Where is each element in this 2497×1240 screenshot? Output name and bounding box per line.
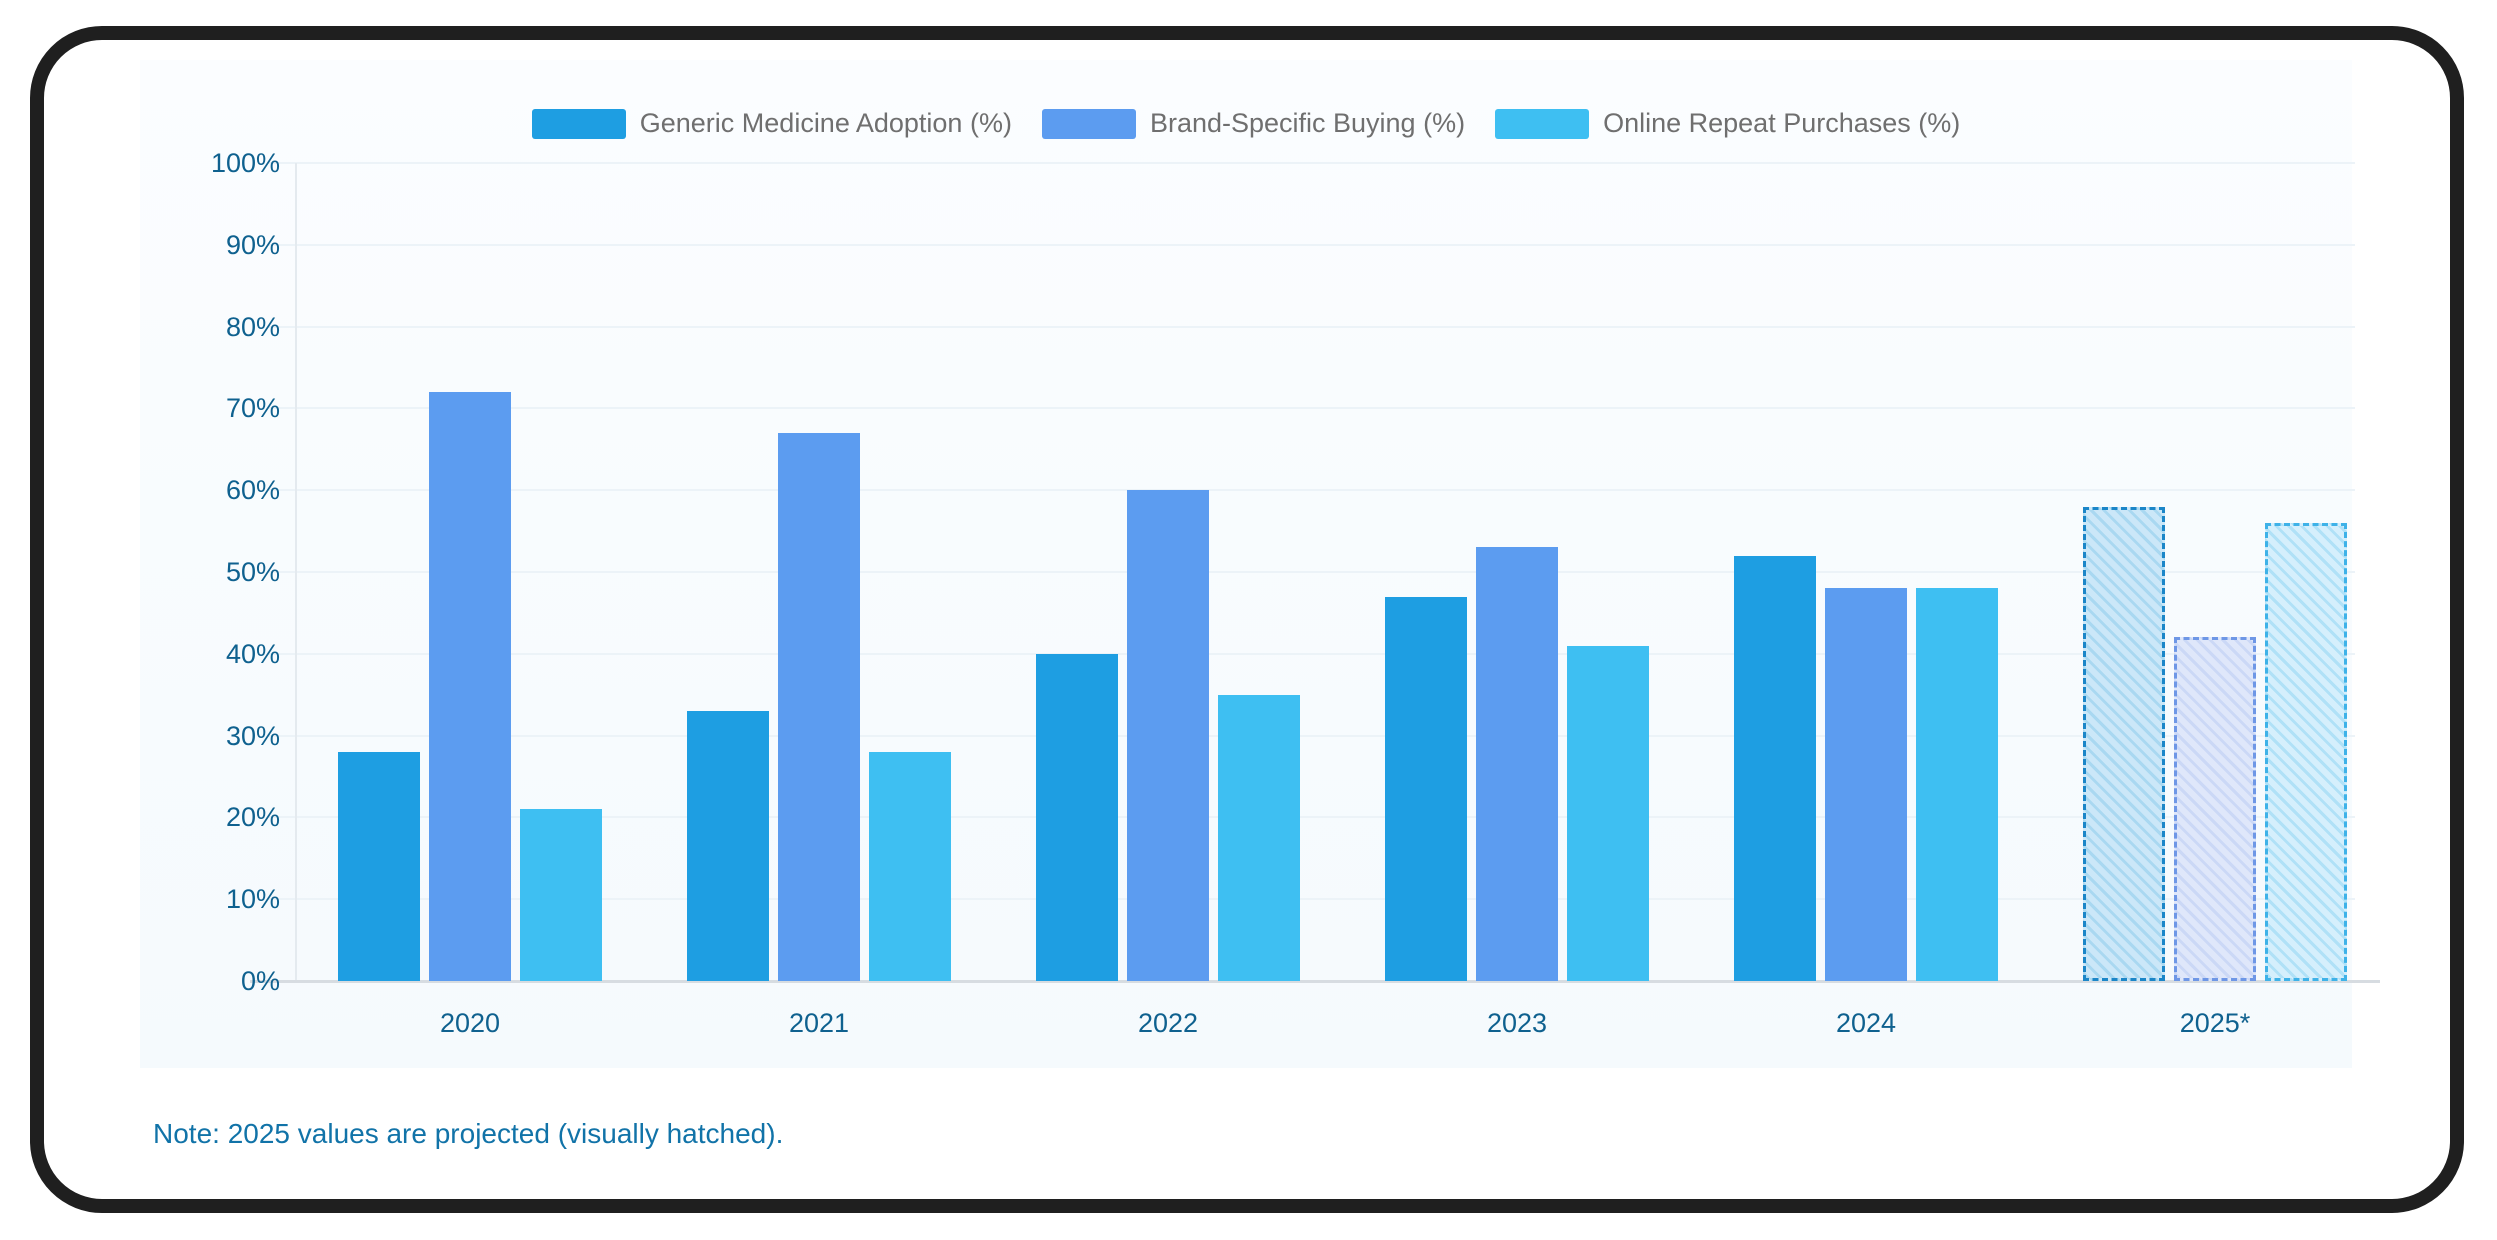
legend-swatch — [1495, 108, 1590, 139]
bar-2021-series0[interactable] — [687, 711, 769, 981]
gridline — [268, 325, 2355, 328]
bar-2020-series1[interactable] — [429, 392, 511, 981]
legend-label: Generic Medicine Adoption (%) — [639, 108, 1012, 138]
bar-2023-series1[interactable] — [1476, 547, 1558, 981]
gridline — [268, 571, 2355, 573]
bar-2022-series0[interactable] — [1036, 654, 1118, 981]
x-axis-label: 2020 — [439, 1008, 501, 1038]
bar-2024-series0[interactable] — [1734, 556, 1816, 981]
legend-label: Brand-Specific Buying (%) — [1149, 108, 1466, 138]
bar-group-2021 — [687, 163, 951, 981]
bar-2024-series2[interactable] — [1916, 588, 1998, 981]
gridline — [268, 734, 2355, 737]
legend-label: Online Repeat Purchases (%) — [1603, 108, 1961, 138]
legend-swatch — [531, 108, 626, 139]
x-axis-label: 2025* — [2179, 1008, 2251, 1038]
y-axis-label: 60% — [225, 475, 280, 506]
gridline — [268, 898, 2355, 901]
bar-2025-series2[interactable] — [2265, 523, 2347, 981]
bar-2020-series0[interactable] — [338, 752, 420, 981]
legend-swatch — [1041, 108, 1136, 139]
y-axis-label: 10% — [225, 884, 280, 915]
y-axis-label: 0% — [240, 966, 280, 996]
gridline — [268, 816, 2355, 819]
bar-2023-series2[interactable] — [1567, 646, 1649, 981]
y-axis-label: 100% — [210, 148, 280, 178]
y-axis-label: 80% — [225, 311, 280, 342]
x-axis-label: 2021 — [788, 1008, 850, 1038]
bar-group-2024 — [1734, 163, 1998, 981]
bar-group-2022 — [1036, 163, 1300, 981]
x-axis-label: 2023 — [1486, 1008, 1548, 1038]
y-axis-line — [295, 163, 297, 981]
chart-note: Note: 2025 values are projected (visuall… — [153, 1118, 784, 1149]
y-axis-label: 70% — [225, 393, 280, 424]
gridline — [268, 162, 2355, 164]
y-axis-label: 50% — [225, 557, 280, 587]
gridline — [268, 489, 2355, 492]
bar-2022-series2[interactable] — [1218, 695, 1300, 981]
bar-2025-series1[interactable] — [2174, 637, 2256, 981]
bar-group-2025* — [2083, 163, 2347, 981]
bar-group-2023 — [1385, 163, 1649, 981]
legend-item-0[interactable]: Generic Medicine Adoption (%) — [531, 108, 1012, 139]
y-axis-label: 40% — [225, 638, 280, 669]
gridline — [268, 652, 2355, 655]
y-axis-label: 30% — [225, 720, 280, 751]
x-axis-label: 2024 — [1835, 1008, 1897, 1038]
bar-2023-series0[interactable] — [1385, 597, 1467, 981]
gridline — [268, 407, 2355, 410]
y-axis-label: 90% — [225, 229, 280, 260]
x-axis-line — [250, 980, 2380, 983]
bar-2020-series2[interactable] — [520, 809, 602, 981]
bar-2025-series0[interactable] — [2083, 507, 2165, 981]
y-axis-label: 20% — [225, 802, 280, 833]
bar-2021-series1[interactable] — [778, 433, 860, 981]
bar-2021-series2[interactable] — [869, 752, 951, 981]
bar-2022-series1[interactable] — [1127, 490, 1209, 981]
legend-item-1[interactable]: Brand-Specific Buying (%) — [1041, 108, 1466, 139]
bar-2024-series1[interactable] — [1825, 588, 1907, 981]
bar-group-2020 — [338, 163, 602, 981]
legend-item-2[interactable]: Online Repeat Purchases (%) — [1495, 108, 1960, 139]
x-axis-label: 2022 — [1137, 1008, 1199, 1038]
legend: Generic Medicine Adoption (%) Brand-Speci… — [140, 108, 2352, 139]
gridline — [268, 243, 2355, 246]
